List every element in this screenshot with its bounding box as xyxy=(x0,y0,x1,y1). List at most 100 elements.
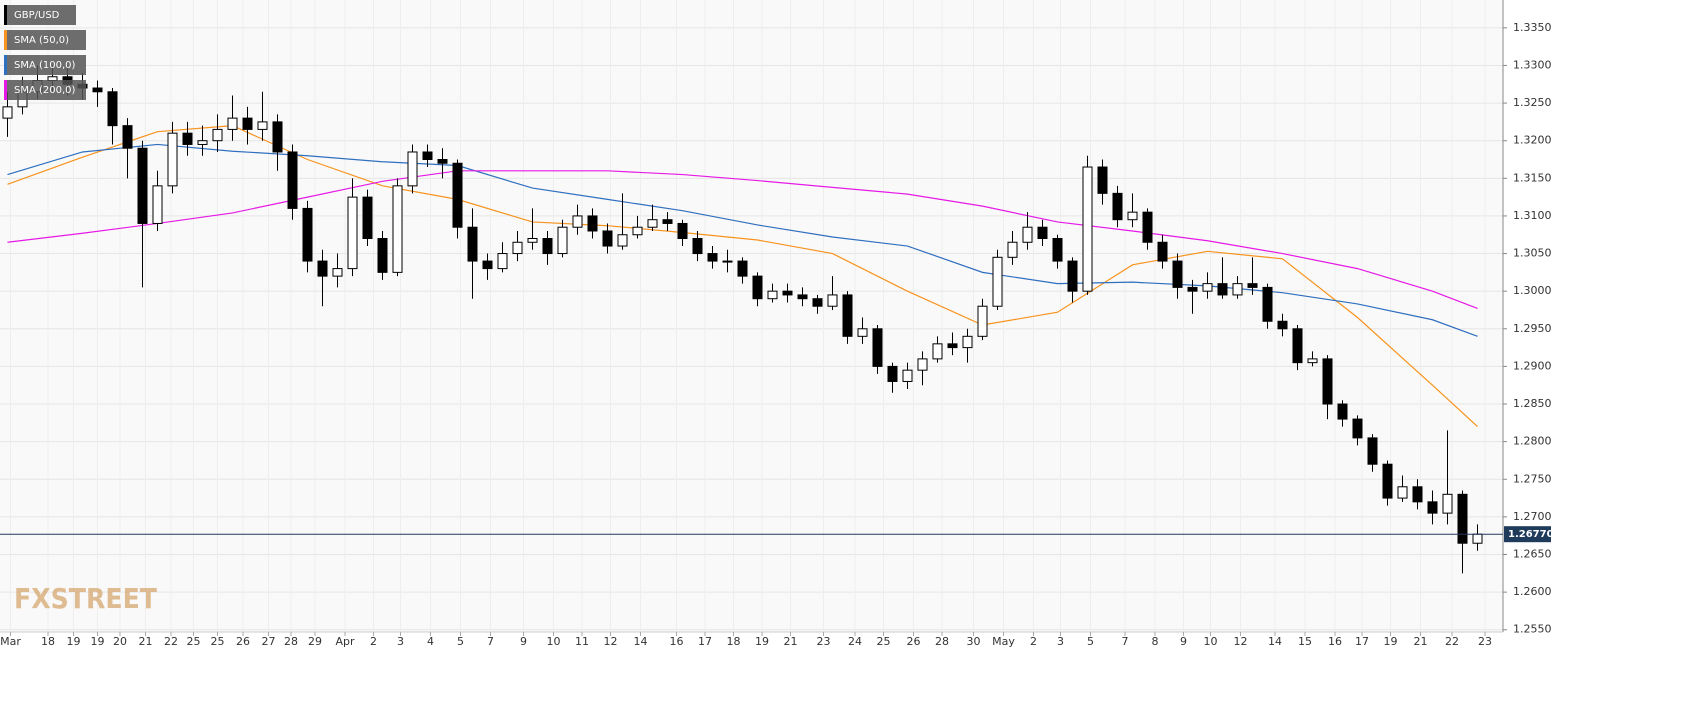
candle-body xyxy=(812,298,823,307)
x-tick-label: 19 xyxy=(67,635,81,648)
candle-body xyxy=(527,238,538,243)
candle-body xyxy=(452,162,463,228)
x-tick-label: 22 xyxy=(1445,635,1459,648)
x-tick-label: 18 xyxy=(727,635,741,648)
candle-body xyxy=(887,365,898,382)
x-tick-label: 14 xyxy=(634,635,648,648)
candle-body xyxy=(752,275,763,300)
candle-body xyxy=(1412,486,1423,503)
legend-marker xyxy=(4,80,7,100)
candle-body xyxy=(1232,283,1243,296)
candle-body xyxy=(1082,166,1093,292)
candle-body xyxy=(197,140,208,145)
y-tick-label: 1.2600 xyxy=(1513,585,1552,598)
y-tick-label: 1.2550 xyxy=(1513,623,1552,636)
sma-line xyxy=(7,125,1478,428)
x-tick-label: 30 xyxy=(967,635,981,648)
x-tick-label: 18 xyxy=(41,635,55,648)
candle-body xyxy=(287,151,298,209)
x-tick-label: 21 xyxy=(784,635,798,648)
legend-label: SMA (200,0) xyxy=(14,85,76,96)
candle-body xyxy=(422,151,433,161)
candle-body xyxy=(1472,533,1483,544)
candle-body xyxy=(1187,286,1198,292)
candle-body xyxy=(632,226,643,236)
candle-body xyxy=(647,219,658,228)
x-tick-label: 5 xyxy=(1087,635,1094,648)
candle-body xyxy=(1172,260,1183,288)
y-tick-label: 1.3300 xyxy=(1513,58,1552,71)
x-tick-label: 5 xyxy=(457,635,464,648)
candle-body xyxy=(1277,320,1288,330)
legend-label: GBP/USD xyxy=(14,10,60,21)
candle-body xyxy=(932,343,943,360)
x-tick-label: 12 xyxy=(604,635,618,648)
candle-body xyxy=(227,117,238,130)
candle-body xyxy=(137,147,148,224)
candle-body xyxy=(1202,283,1213,292)
candle-body xyxy=(1052,238,1063,262)
y-tick-label: 1.3100 xyxy=(1513,209,1552,222)
candle-body xyxy=(827,294,838,307)
candle-body xyxy=(1157,241,1168,262)
x-tick-label: 19 xyxy=(1384,635,1398,648)
y-tick-label: 1.3000 xyxy=(1513,284,1552,297)
candle-body xyxy=(722,260,733,263)
legend-box xyxy=(4,30,86,50)
x-tick-label: 9 xyxy=(1180,635,1187,648)
x-tick-label: 7 xyxy=(487,635,494,648)
candle-body xyxy=(2,106,13,119)
candle-body xyxy=(602,230,613,247)
legend-marker xyxy=(4,5,7,25)
candle-body xyxy=(1352,418,1363,439)
y-tick-label: 1.2800 xyxy=(1513,435,1552,448)
overlays xyxy=(7,125,1478,428)
x-tick-label: 7 xyxy=(1122,635,1129,648)
legend-box xyxy=(4,80,86,100)
x-tick-label: 2 xyxy=(1030,635,1037,648)
candle-body xyxy=(542,238,553,255)
candle-body xyxy=(1457,493,1468,544)
candle-body xyxy=(497,253,508,270)
candle-body xyxy=(797,294,808,300)
y-tick-label: 1.2950 xyxy=(1513,322,1552,335)
x-tick-label: 26 xyxy=(236,635,250,648)
x-tick-label: 17 xyxy=(1355,635,1369,648)
x-tick-label: 21 xyxy=(1414,635,1428,648)
candle-body xyxy=(482,260,493,270)
candle-body xyxy=(617,234,628,247)
candle-body xyxy=(737,260,748,277)
x-tick-label: 21 xyxy=(139,635,153,648)
y-tick-label: 1.3150 xyxy=(1513,171,1552,184)
candle-body xyxy=(272,121,283,153)
legend-box xyxy=(4,5,76,25)
x-tick-label: 3 xyxy=(1057,635,1064,648)
candle-body xyxy=(1097,166,1108,194)
candle-body xyxy=(977,305,988,337)
candle-body xyxy=(1397,486,1408,499)
x-tick-label: 27 xyxy=(262,635,276,648)
y-tick-label: 1.3350 xyxy=(1513,21,1552,34)
candle-body xyxy=(857,328,868,337)
candle-body xyxy=(992,256,1003,307)
x-tick-label: 14 xyxy=(1268,635,1282,648)
legend-marker xyxy=(4,55,7,75)
candle-body xyxy=(1217,283,1228,296)
x-tick-label: 28 xyxy=(935,635,949,648)
candle-body xyxy=(437,159,448,164)
x-tick-label: 23 xyxy=(1478,635,1492,648)
x-tick-label: 16 xyxy=(670,635,684,648)
candle-body xyxy=(1337,403,1348,420)
candle-body xyxy=(47,76,58,82)
candle-body xyxy=(392,185,403,273)
sma-line xyxy=(7,143,1478,337)
candle-body xyxy=(317,260,328,277)
x-tick-label: Mar xyxy=(0,635,21,648)
y-tick-label: 1.3050 xyxy=(1513,247,1552,260)
x-tick-label: 20 xyxy=(113,635,127,648)
y-tick-label: 1.3200 xyxy=(1513,134,1552,147)
x-tick-label: 25 xyxy=(187,635,201,648)
candle-body xyxy=(677,222,688,240)
x-tick-label: 4 xyxy=(427,635,434,648)
